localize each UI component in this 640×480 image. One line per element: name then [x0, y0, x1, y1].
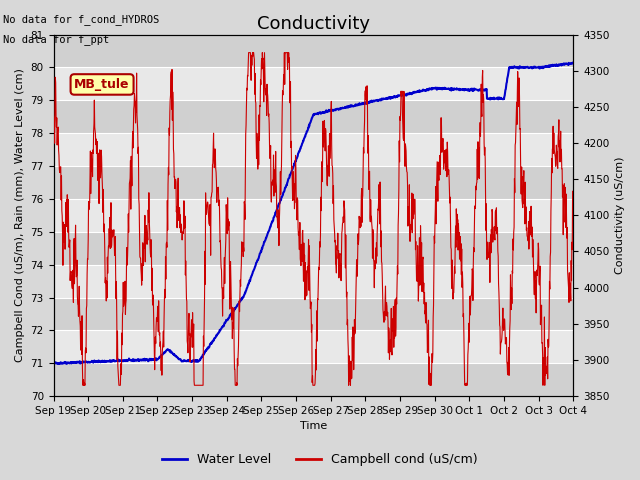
- Title: Conductivity: Conductivity: [257, 15, 370, 33]
- Bar: [54, 100, 573, 133]
- Text: MB_tule: MB_tule: [74, 78, 130, 91]
- Bar: [54, 199, 573, 232]
- X-axis label: Time: Time: [300, 421, 327, 432]
- Text: No data for f_cond_HYDROS: No data for f_cond_HYDROS: [3, 14, 159, 25]
- Y-axis label: Campbell Cond (uS/m), Rain (mm), Water Level (cm): Campbell Cond (uS/m), Rain (mm), Water L…: [15, 69, 25, 362]
- Bar: [54, 264, 573, 298]
- Bar: [54, 330, 573, 363]
- Bar: [54, 298, 573, 330]
- Legend: Water Level, Campbell cond (uS/cm): Water Level, Campbell cond (uS/cm): [157, 448, 483, 471]
- Bar: [54, 232, 573, 264]
- Bar: [54, 67, 573, 100]
- Text: No data for f_ppt: No data for f_ppt: [3, 34, 109, 45]
- Bar: [54, 35, 573, 67]
- Y-axis label: Conductivity (uS/cm): Conductivity (uS/cm): [615, 156, 625, 274]
- Bar: [54, 363, 573, 396]
- Bar: [54, 133, 573, 166]
- Bar: [54, 166, 573, 199]
